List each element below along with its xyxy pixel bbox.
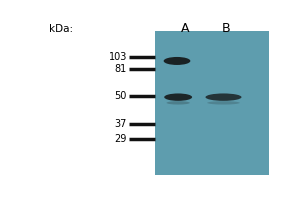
Text: 81: 81 xyxy=(115,64,127,74)
Ellipse shape xyxy=(167,101,190,105)
FancyBboxPatch shape xyxy=(155,31,269,175)
Ellipse shape xyxy=(164,57,190,65)
Text: B: B xyxy=(221,22,230,35)
Text: 103: 103 xyxy=(109,52,127,62)
Text: 29: 29 xyxy=(115,134,127,144)
Text: 37: 37 xyxy=(115,119,127,129)
Text: A: A xyxy=(181,22,189,35)
Ellipse shape xyxy=(207,101,240,105)
Text: kDa:: kDa: xyxy=(50,24,74,34)
Ellipse shape xyxy=(206,93,242,101)
Text: 50: 50 xyxy=(115,91,127,101)
Ellipse shape xyxy=(164,93,192,101)
